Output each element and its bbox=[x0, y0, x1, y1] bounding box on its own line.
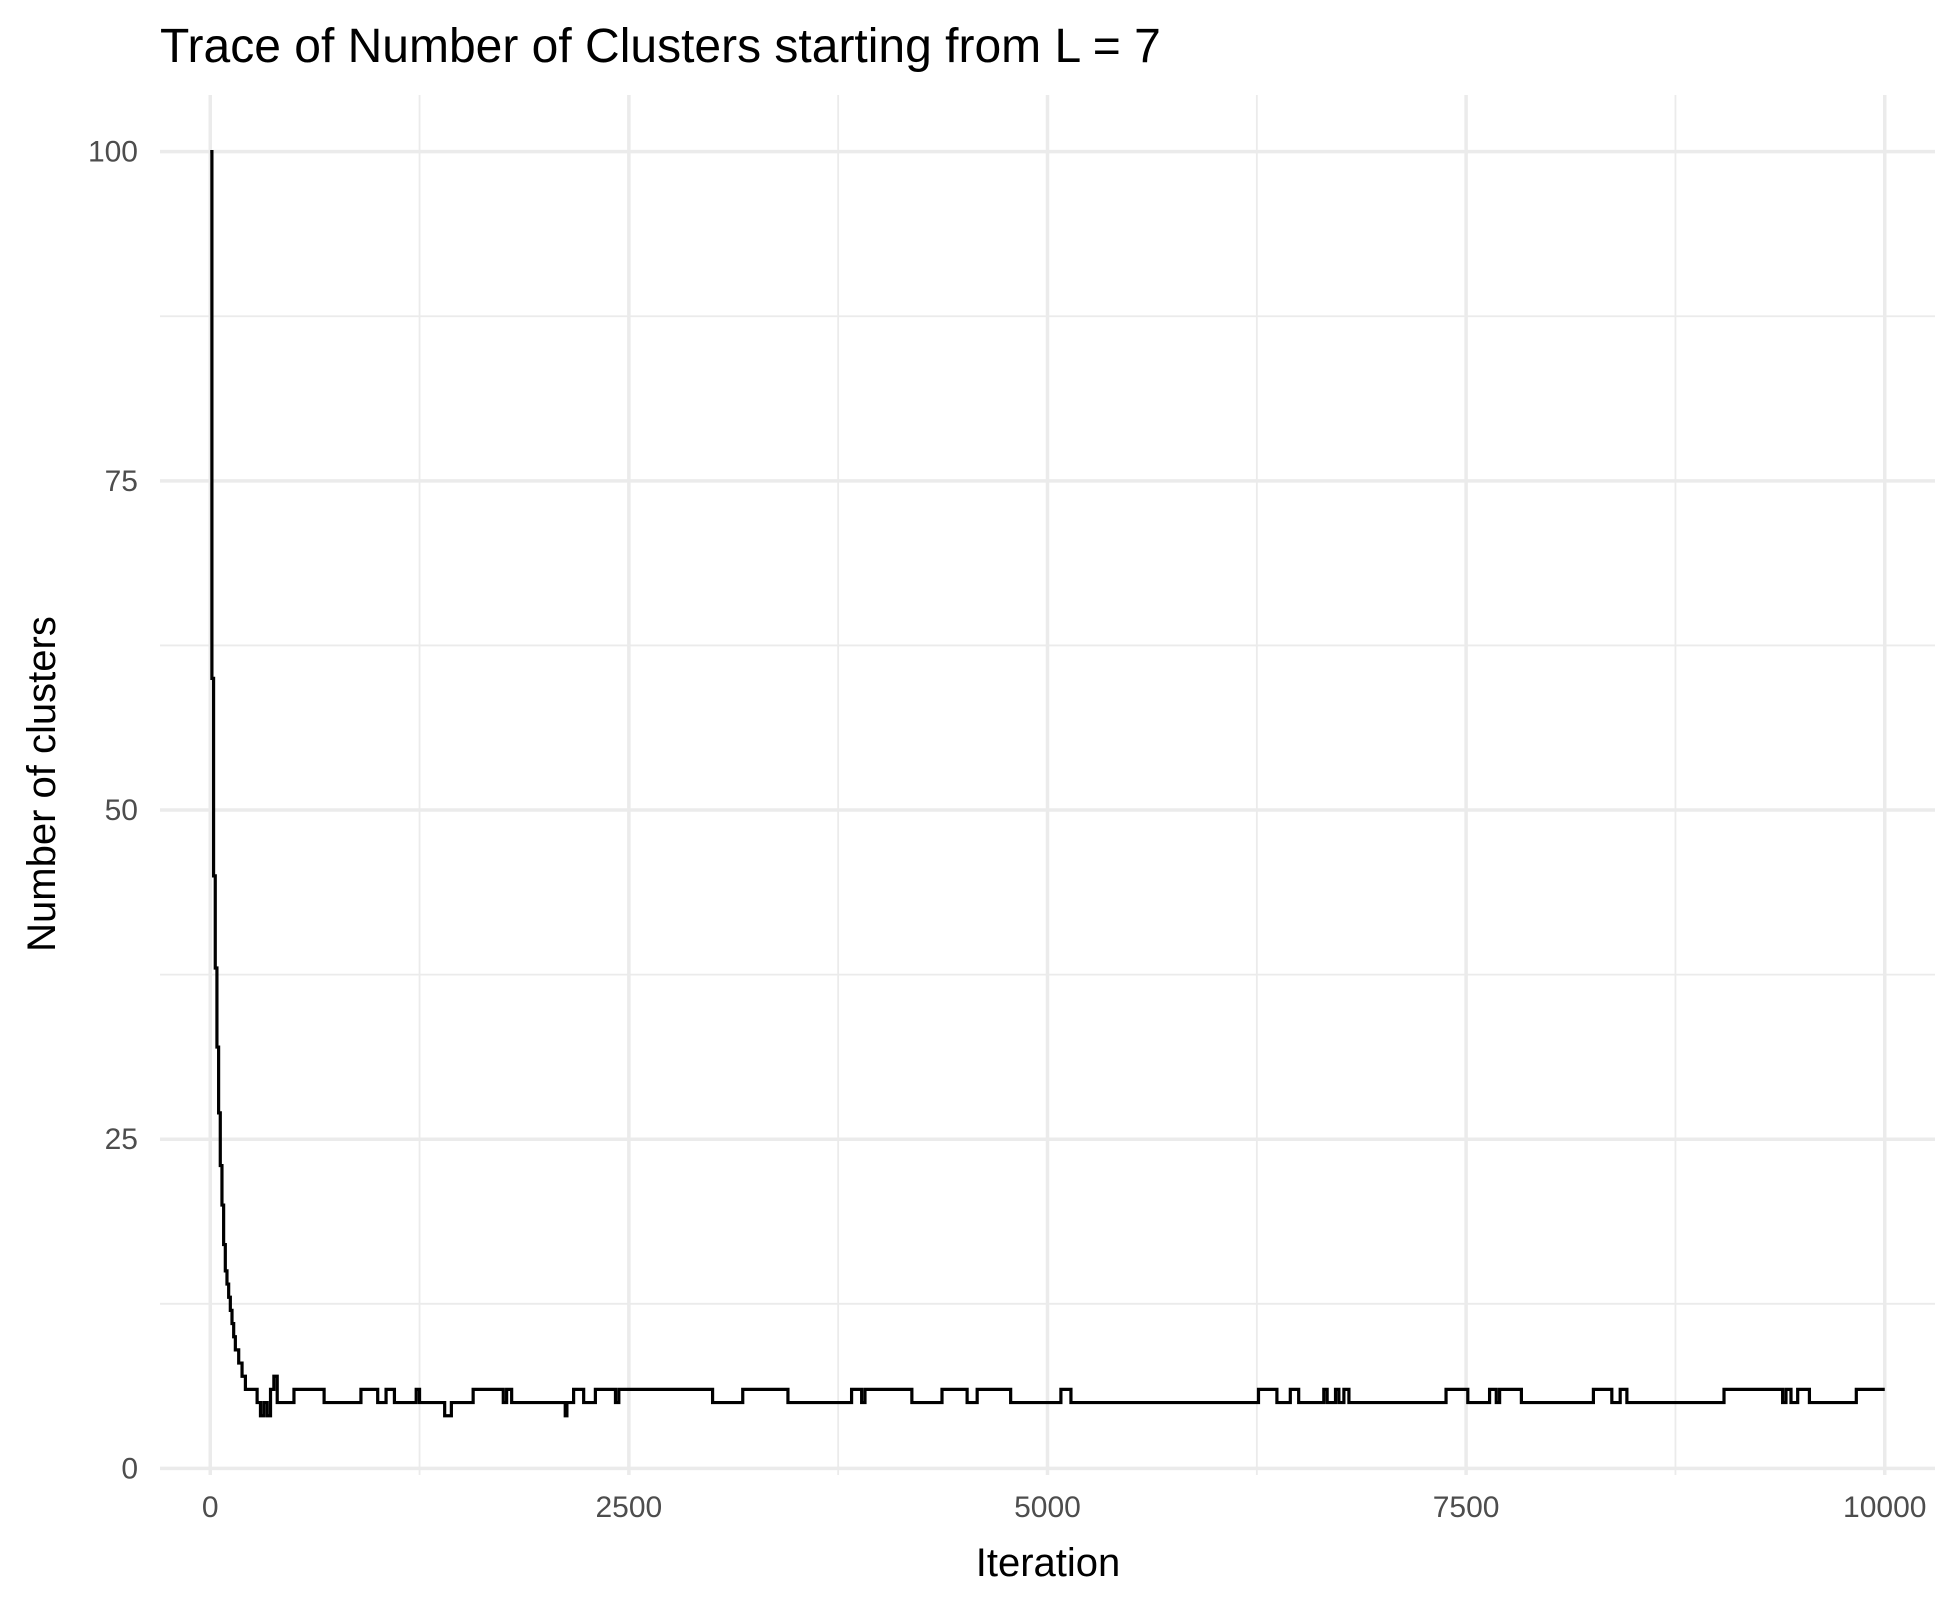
trace-line bbox=[210, 150, 1885, 1418]
plot-panel bbox=[160, 95, 1935, 1475]
x-tick-label: 0 bbox=[202, 1491, 219, 1524]
chart-title: Trace of Number of Clusters starting fro… bbox=[160, 20, 1161, 73]
major-gridlines bbox=[160, 95, 1935, 1475]
x-tick-label: 10000 bbox=[1843, 1491, 1926, 1524]
x-tick-label: 2500 bbox=[595, 1491, 662, 1524]
y-axis-ticks: 0 25 50 75 100 bbox=[88, 136, 138, 1486]
x-axis-title: Iteration bbox=[976, 1541, 1121, 1585]
y-tick-label: 100 bbox=[88, 136, 138, 169]
y-tick-label: 50 bbox=[105, 794, 138, 827]
x-tick-label: 5000 bbox=[1014, 1491, 1081, 1524]
x-tick-label: 7500 bbox=[1433, 1491, 1500, 1524]
x-axis-ticks: 0 2500 5000 7500 10000 bbox=[202, 1491, 1927, 1524]
y-tick-label: 0 bbox=[121, 1452, 138, 1485]
y-tick-label: 75 bbox=[105, 465, 138, 498]
y-axis-title: Number of clusters bbox=[20, 616, 64, 952]
y-tick-label: 25 bbox=[105, 1123, 138, 1156]
